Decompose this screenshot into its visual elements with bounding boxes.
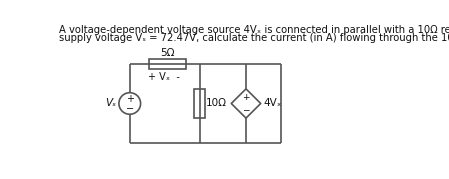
Polygon shape [231,89,261,118]
Text: supply voltage Vₛ = 72.47V, calculate the current (in A) flowing through the 10Ω: supply voltage Vₛ = 72.47V, calculate th… [59,33,449,43]
Text: +: + [242,93,250,102]
Bar [149,59,186,69]
Text: + Vₓ  -: + Vₓ - [148,72,180,81]
Text: Vₛ: Vₛ [105,98,116,108]
Text: −: − [126,104,134,114]
Text: 10Ω: 10Ω [206,98,227,108]
Text: 5Ω: 5Ω [160,48,175,58]
Bar [194,89,205,118]
Circle shape [119,93,141,114]
Text: +: + [126,94,134,104]
Text: A voltage-dependent voltage source 4Vₓ is connected in parallel with a 10Ω resis: A voltage-dependent voltage source 4Vₓ i… [59,25,449,35]
Text: 4Vₓ: 4Vₓ [263,98,282,108]
Text: −: − [242,105,250,114]
